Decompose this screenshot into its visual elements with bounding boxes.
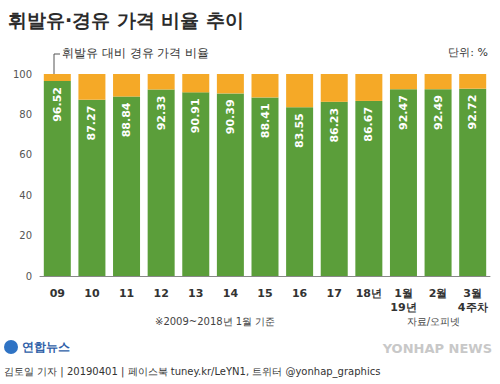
svg-text:※2009~2018년 1월 기준: ※2009~2018년 1월 기준 [155,316,275,327]
svg-text:100: 100 [13,69,32,80]
svg-text:87.27: 87.27 [85,106,98,141]
svg-text:40: 40 [19,190,32,201]
svg-text:17: 17 [327,287,342,300]
svg-text:83.55: 83.55 [293,113,306,148]
svg-text:80: 80 [19,109,32,120]
svg-text:92.49: 92.49 [432,95,445,130]
svg-text:YONHAP NEWS: YONHAP NEWS [382,341,492,356]
svg-text:86.23: 86.23 [328,108,341,143]
svg-text:13: 13 [188,287,203,300]
svg-text:90.39: 90.39 [224,99,237,134]
svg-text:4주차: 4주차 [458,301,488,314]
svg-text:연합뉴스: 연합뉴스 [22,340,70,354]
svg-text:3월: 3월 [463,287,482,300]
svg-text:10: 10 [84,287,100,300]
svg-text:자료/오피넷: 자료/오피넷 [407,316,460,327]
svg-text:12: 12 [153,287,168,300]
svg-text:19년: 19년 [390,301,416,314]
svg-text:11: 11 [119,287,134,300]
svg-text:14: 14 [223,287,239,300]
svg-text:단위: %: 단위: % [448,46,488,59]
svg-text:1월: 1월 [394,287,413,300]
svg-text:18년: 18년 [356,287,382,300]
svg-text:16: 16 [292,287,308,300]
svg-text:60: 60 [19,149,32,160]
svg-text:2월: 2월 [429,287,448,300]
svg-text:20: 20 [19,230,32,241]
svg-text:김토일 기자 | 20190401 | 페이스북 tuney: 김토일 기자 | 20190401 | 페이스북 tuney.kr/LeYN1,… [4,366,380,378]
svg-text:90.91: 90.91 [189,98,202,133]
svg-text:92.72: 92.72 [466,95,479,130]
svg-text:09: 09 [50,287,65,300]
svg-text:88.84: 88.84 [120,102,133,137]
svg-text:15: 15 [257,287,272,300]
svg-text:휘발유·경유 가격 비율 추이: 휘발유·경유 가격 비율 추이 [8,9,244,31]
svg-text:88.41: 88.41 [259,103,272,138]
svg-text:92.47: 92.47 [397,95,410,130]
svg-text:0: 0 [26,271,32,282]
svg-text:92.33: 92.33 [155,95,168,130]
svg-text:86.67: 86.67 [362,107,375,142]
svg-text:휘발유 대비 경유 가격 비율: 휘발유 대비 경유 가격 비율 [62,46,209,60]
svg-text:96.52: 96.52 [51,87,64,122]
